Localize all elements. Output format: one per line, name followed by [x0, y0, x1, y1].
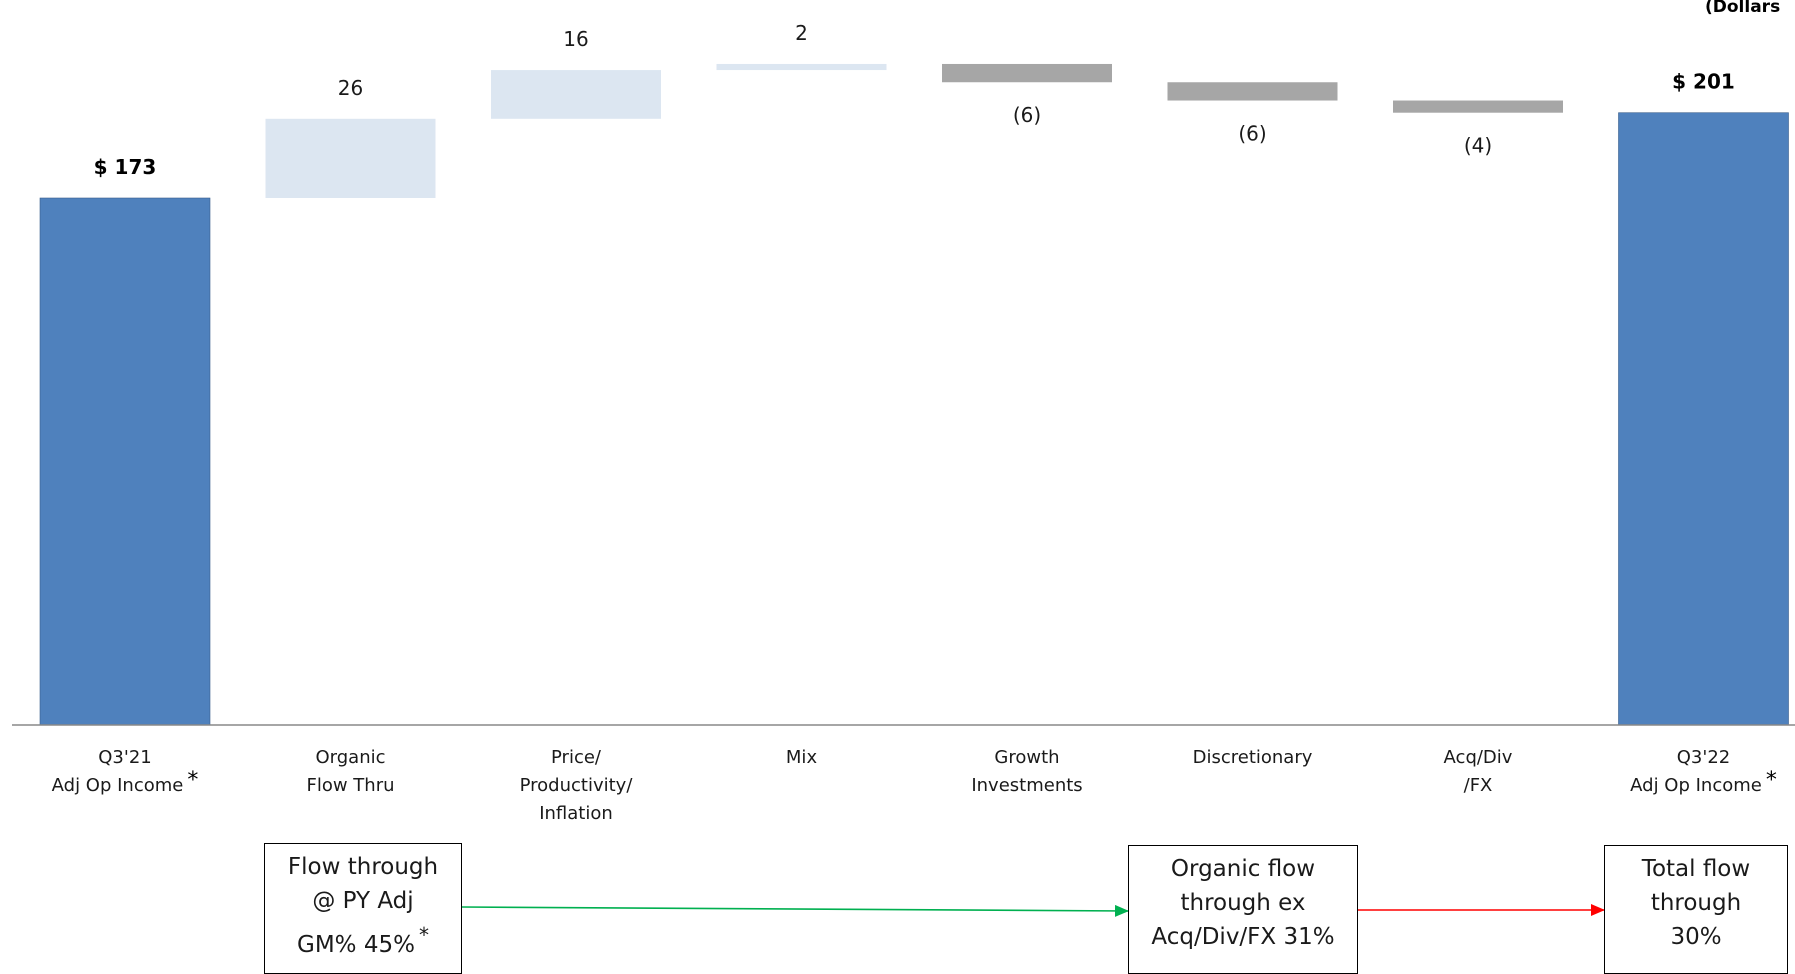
flow-box-line: Organic flow — [1170, 856, 1316, 882]
data-label-1: 26 — [338, 76, 363, 100]
footnote-star: * — [187, 768, 198, 793]
data-label-7: $ 201 — [1672, 70, 1735, 94]
category-line: Inflation — [539, 803, 613, 824]
data-label-4: (6) — [1013, 103, 1041, 127]
flow-box-line: through — [1650, 890, 1742, 916]
category-line: Q3'21 — [98, 747, 151, 768]
flow-box-line: Total flow — [1641, 856, 1751, 882]
category-label-2: Price/Productivity/Inflation — [520, 747, 634, 824]
flow-arrow-0 — [461, 904, 1129, 917]
bar-4 — [942, 63, 1112, 83]
data-label-3: 2 — [795, 21, 808, 45]
data-label-0: $ 173 — [94, 155, 157, 179]
category-line: Acq/Div — [1444, 747, 1513, 768]
flow-box-line: 30% — [1670, 924, 1722, 950]
category-line: /FX — [1464, 775, 1493, 796]
category-label-3: Mix — [786, 747, 818, 768]
data-label-5: (6) — [1238, 122, 1266, 146]
category-label-1: Organic Flow Thru — [306, 747, 394, 796]
flow-box-line: GM% 45% * — [297, 923, 429, 958]
bar-7 — [1618, 112, 1789, 726]
bar-2 — [491, 70, 661, 119]
category-line: Q3'22 — [1677, 747, 1730, 768]
data-label-2: 16 — [563, 27, 588, 51]
flow-through-box-1: Organic flow through ex Acq/Div/FX 31% — [1128, 845, 1358, 974]
footnote-star: * — [1766, 768, 1777, 793]
category-line: Mix — [786, 747, 818, 768]
category-line: Growth — [994, 747, 1059, 768]
flow-box-line: Acq/Div/FX 31% — [1151, 924, 1335, 950]
data-label-6: (4) — [1464, 134, 1492, 158]
category-label-6: Acq/Div/FX — [1444, 747, 1513, 796]
category-line: Investments — [971, 775, 1082, 796]
category-label-4: Growth Investments — [971, 747, 1082, 796]
flow-box-line: Flow through — [287, 854, 439, 880]
category-line: Flow Thru — [306, 775, 394, 796]
category-label-7: Q3'22 Adj Op Income * — [1630, 747, 1777, 796]
category-line: Organic — [315, 747, 385, 768]
bar-6 — [1393, 100, 1563, 113]
category-line: Adj Op Income — [1630, 775, 1762, 796]
flow-through-box-0: Flow through @ PY Adj GM% 45% * — [264, 843, 462, 974]
flow-box-line: through ex — [1180, 890, 1306, 916]
category-line: Adj Op Income — [52, 775, 184, 796]
footnote-star: * — [418, 923, 429, 947]
flow-through-box-2: Total flow through 30% — [1604, 845, 1788, 974]
flow-box-line: @ PY Adj — [312, 888, 414, 914]
bar-1 — [265, 118, 436, 199]
category-label-0: Q3'21 Adj Op Income * — [52, 747, 199, 796]
bar-5 — [1167, 82, 1338, 101]
units-label: (Dollars — [1705, 0, 1780, 17]
category-line: Productivity/ — [520, 775, 634, 796]
category-line: Price/ — [551, 747, 602, 768]
category-label-5: Discretionary — [1193, 747, 1313, 768]
bar-3 — [716, 63, 887, 71]
category-line: Discretionary — [1193, 747, 1313, 768]
bar-0 — [39, 197, 211, 726]
